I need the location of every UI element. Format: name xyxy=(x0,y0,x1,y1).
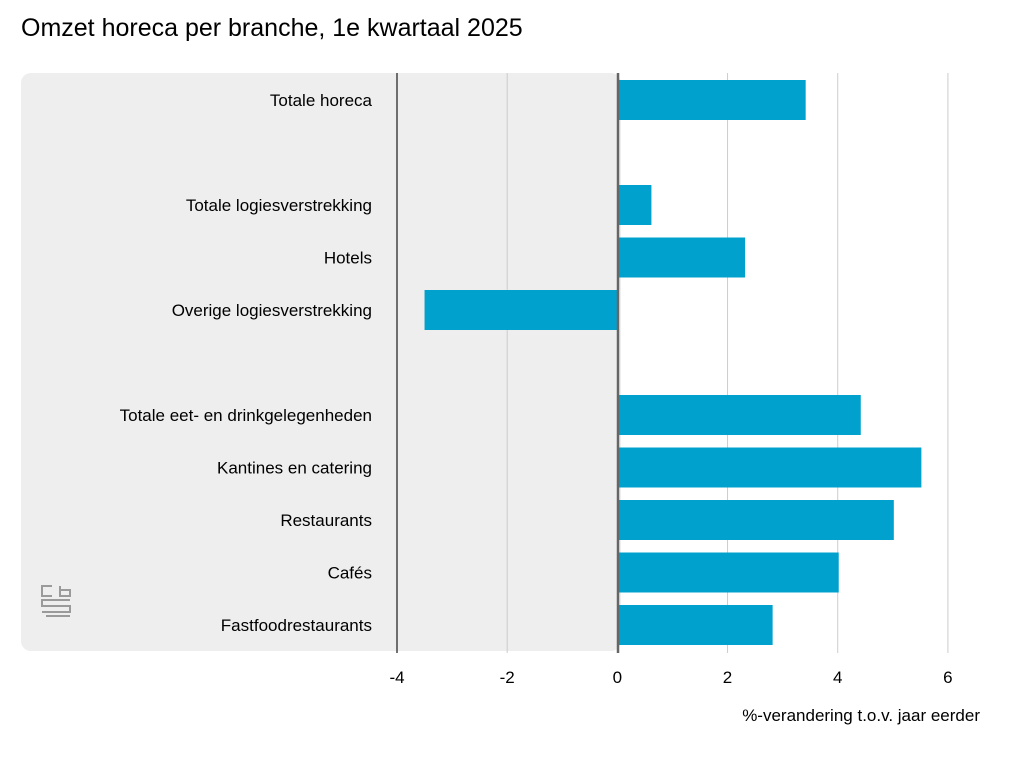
category-label: Totale horeca xyxy=(270,91,373,110)
bar xyxy=(618,447,922,488)
bar xyxy=(618,605,773,645)
category-label: Totale eet- en drinkgelegenheden xyxy=(120,406,372,425)
x-tick-label: -4 xyxy=(389,668,404,687)
x-tick-label: 0 xyxy=(613,668,622,687)
category-label: Overige logiesverstrekking xyxy=(172,301,372,320)
x-tick-label: 4 xyxy=(833,668,842,687)
bar xyxy=(618,395,861,435)
x-tick-labels: -4 -2 0 2 4 6 xyxy=(389,668,952,687)
category-label-panel xyxy=(21,73,621,651)
bar xyxy=(618,185,652,225)
bar xyxy=(618,80,806,120)
bar xyxy=(618,552,839,593)
chart-title: Omzet horeca per branche, 1e kwartaal 20… xyxy=(21,14,523,42)
x-tick-label: 6 xyxy=(943,668,952,687)
bar xyxy=(424,290,618,330)
bars xyxy=(424,80,922,645)
category-label: Kantines en catering xyxy=(217,459,372,478)
category-labels: Totale horeca Totale logiesverstrekking Ho… xyxy=(120,91,373,635)
cbs-logo-icon xyxy=(41,585,71,617)
category-label: Hotels xyxy=(324,249,372,268)
category-label: Totale logiesverstrekking xyxy=(186,196,372,215)
bar xyxy=(618,500,894,540)
x-axis-title: %-verandering t.o.v. jaar eerder xyxy=(742,706,980,725)
x-tick-label: -2 xyxy=(500,668,515,687)
category-label: Fastfoodrestaurants xyxy=(221,616,372,635)
category-label: Restaurants xyxy=(280,511,372,530)
x-tick-label: 2 xyxy=(723,668,732,687)
category-label: Cafés xyxy=(328,564,372,583)
bar xyxy=(618,237,746,278)
